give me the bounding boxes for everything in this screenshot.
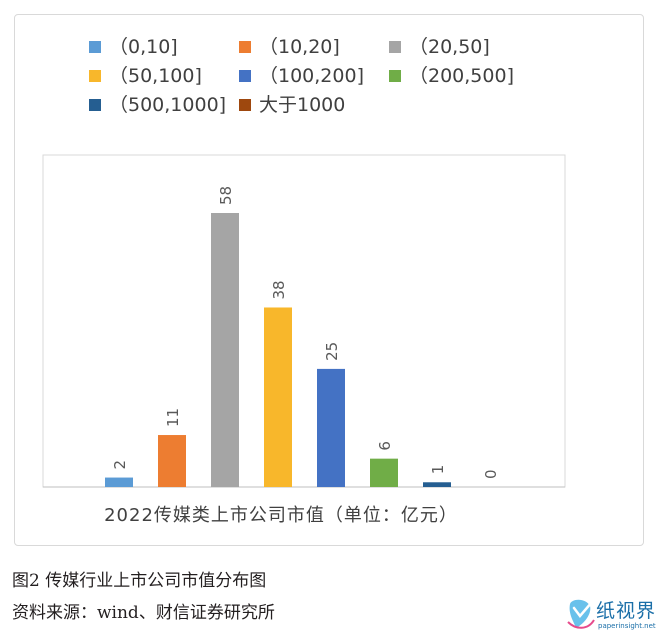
legend-label: （50,100] [109, 65, 202, 87]
legend-label: （500,1000] [109, 94, 226, 116]
chart-frame: （0,10] （10,20] （20,50] （50,100] （100,200] （20… [14, 14, 644, 546]
bar [423, 482, 451, 487]
legend-label: （20,50] [409, 36, 490, 58]
legend-swatch [239, 99, 251, 111]
bar [264, 307, 292, 487]
data-label: 11 [164, 408, 182, 427]
plot-area-border [42, 154, 566, 488]
watermark-logo-icon [567, 599, 595, 629]
legend-swatch [89, 99, 101, 111]
watermark-text: 纸视界 [596, 600, 657, 622]
bar-chart: （0,10] （10,20] （20,50] （50,100] （100,200] （20… [42, 36, 566, 526]
data-label: 6 [376, 441, 394, 451]
data-label: 58 [217, 186, 235, 205]
bar [370, 458, 398, 487]
bar [158, 435, 186, 487]
legend-swatch [89, 41, 101, 53]
legend-swatch [89, 70, 101, 82]
x-axis-title: 2022传媒类上市公司市值（单位：亿元） [104, 505, 458, 526]
data-label: 25 [323, 342, 341, 361]
data-label: 38 [270, 280, 288, 299]
legend-label: （10,20] [259, 36, 340, 58]
data-label: 0 [482, 469, 500, 479]
legend-swatch [239, 41, 251, 53]
data-label: 2 [111, 460, 129, 470]
data-label: 1 [429, 465, 447, 475]
bar [317, 368, 345, 487]
legend-label: （0,10] [109, 36, 178, 58]
figure-caption: 图2 传媒行业上市公司市值分布图 [12, 571, 267, 591]
legend-swatch [239, 70, 251, 82]
legend-swatch [389, 41, 401, 53]
legend-swatch [389, 70, 401, 82]
watermark-subtext: paperinsight.net [598, 622, 656, 630]
legend-label: （100,200] [259, 65, 364, 87]
legend-label: （200,500] [409, 65, 514, 87]
bar [105, 477, 133, 487]
bar [211, 213, 239, 487]
legend-label: 大于1000 [259, 94, 345, 116]
source-note: 资料来源：wind、财信证券研究所 [12, 603, 275, 623]
